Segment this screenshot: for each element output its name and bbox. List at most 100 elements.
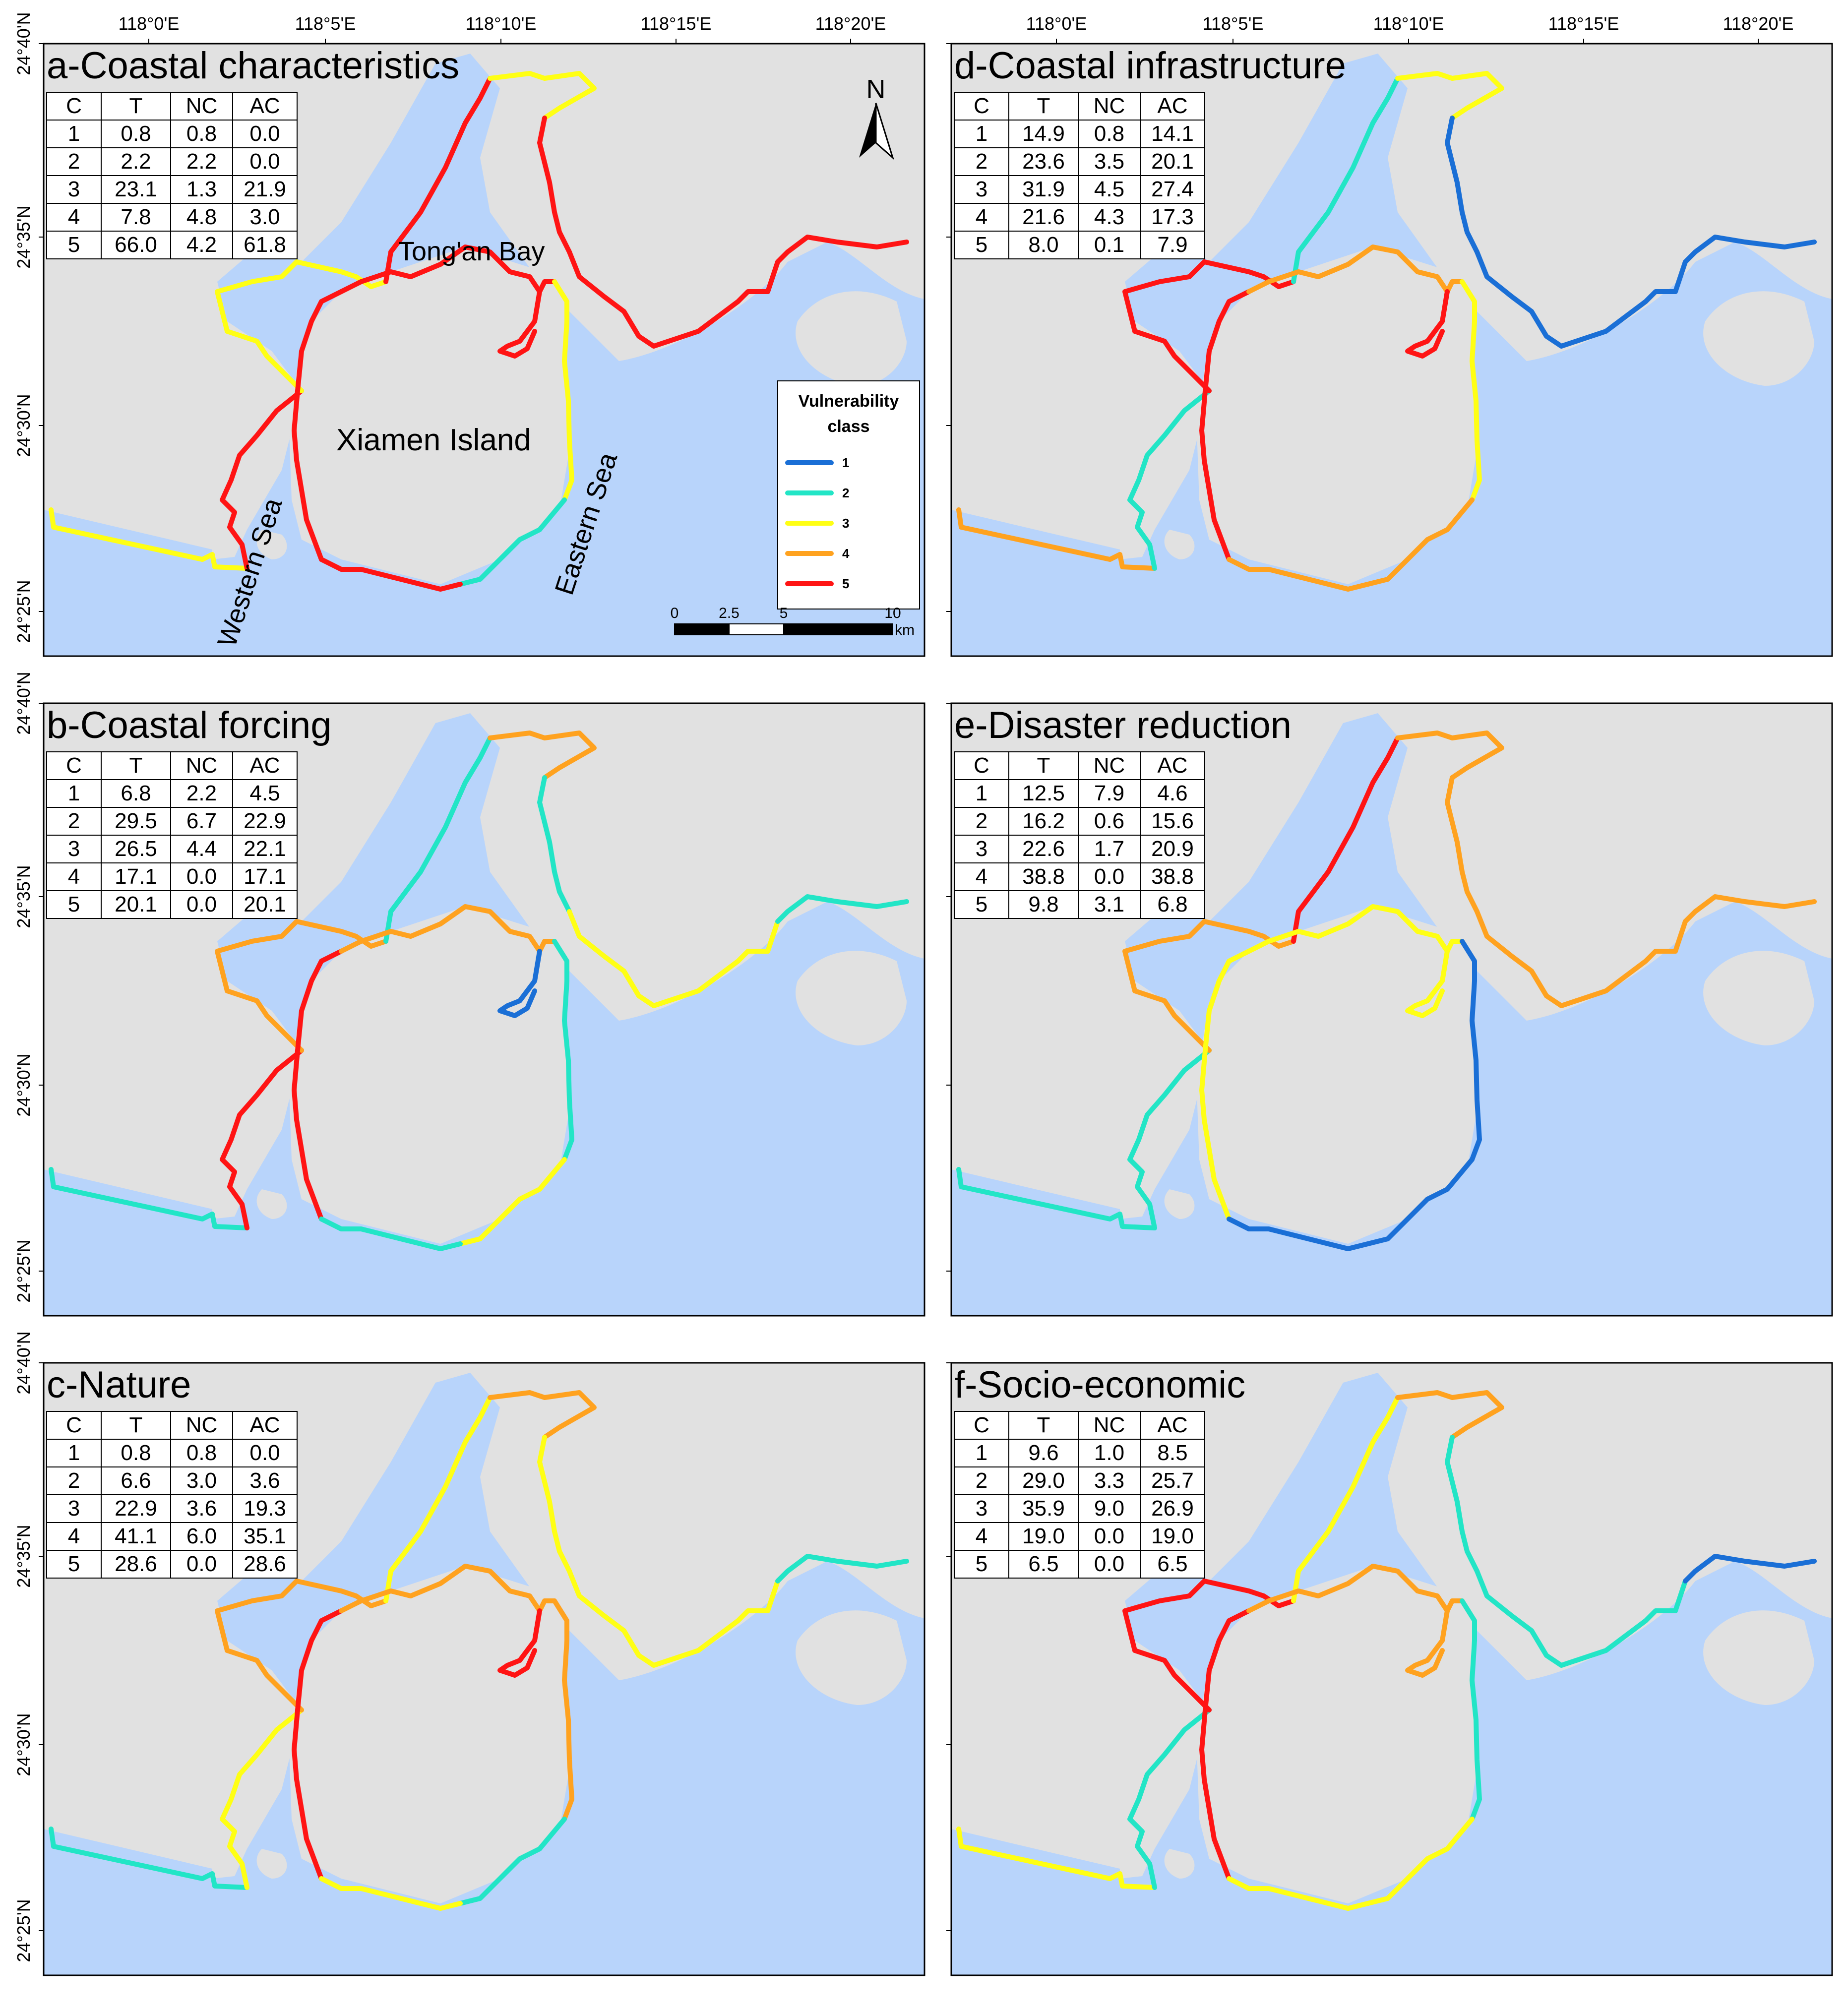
islet-area (1703, 291, 1814, 386)
table-cell: 4.5 (249, 781, 280, 805)
table-cell: 0.0 (249, 149, 280, 174)
coastline-segment-inlet (1405, 1608, 1450, 1678)
table-cell: 17.3 (1151, 205, 1194, 229)
table-cell: 1 (976, 122, 987, 146)
table-cell: 35.1 (244, 1524, 286, 1548)
table-cell: 28.6 (115, 1552, 157, 1576)
table-cell: 0.1 (1094, 233, 1124, 257)
coastline-segment-mainland_w (220, 1048, 304, 1230)
table-cell: 1 (68, 781, 80, 805)
lat-label: 24°35'N (13, 865, 34, 928)
table-cell: 22.9 (115, 1496, 157, 1521)
coastline-segment-mainland_w (220, 388, 304, 571)
table-cell: 8.5 (1157, 1441, 1187, 1465)
coastline-segment-bay_w (383, 76, 493, 284)
table-cell: 1.3 (186, 177, 217, 201)
table-cell: 5 (976, 892, 987, 916)
table-cell: 4 (68, 205, 80, 229)
table-cell: 19.3 (244, 1496, 286, 1521)
table-cell: 6.7 (186, 809, 217, 833)
north-arrow-icon: N (859, 74, 895, 160)
coastline-segment-bay_e (1445, 116, 1479, 254)
coastline-segment-east_main (1574, 259, 1688, 344)
coastline-segment-east_far (1683, 235, 1817, 264)
table-header-cell: C (974, 753, 989, 778)
table-cell: 1.7 (1094, 837, 1124, 861)
table-cell: 9.0 (1094, 1496, 1124, 1521)
lat-label: 24°35'N (13, 205, 34, 268)
table-cell: 19.0 (1151, 1524, 1194, 1548)
coastline-segment-mainland_nw (215, 919, 388, 1053)
table-cell: 20.1 (115, 892, 157, 916)
table-cell: 23.1 (115, 177, 157, 201)
xiamen-island-label: Xiamen Island (336, 423, 531, 457)
coastline-segment-island_se (1365, 1817, 1475, 1906)
table-cell: 2.2 (121, 149, 151, 174)
table-header-cell: AC (249, 94, 280, 118)
table-cell: 4 (976, 205, 987, 229)
lon-label: 118°10'E (466, 13, 537, 34)
table-cell: 2.2 (186, 149, 217, 174)
table-cell: 5 (976, 233, 987, 257)
panel-title: e-Disaster reduction (954, 704, 1292, 746)
table-cell: 14.9 (1022, 122, 1065, 146)
table-header-cell: T (1037, 753, 1050, 778)
table-cell: 5 (68, 1552, 80, 1576)
panel-frame (950, 702, 1833, 1317)
table-header-cell: NC (186, 1413, 218, 1437)
table-cell: 2 (976, 809, 987, 833)
table-cell: 17.1 (244, 864, 286, 889)
coastline-segment-island_se (458, 1817, 567, 1906)
small-islet-area (1164, 530, 1195, 559)
coastline-segment-mainland_nw (1122, 259, 1296, 393)
coastline-segment-island_w (1199, 1608, 1251, 1881)
table-cell: 7.9 (1157, 233, 1187, 257)
map-panel: a-Coastal characteristics C T NC AC 1 0.8 0.8 0.… (13, 12, 925, 657)
coastline-segment-island_s (319, 1217, 463, 1251)
table-cell: 5 (68, 892, 80, 916)
coastline-segment-island_e (552, 939, 574, 1162)
table-cell: 3.0 (249, 205, 280, 229)
table-header-cell: T (129, 94, 143, 118)
scale-tick-label: 10 (884, 605, 901, 621)
table-header-cell: T (1037, 94, 1050, 118)
table-cell: 7.8 (121, 205, 151, 229)
table-cell: 21.6 (1022, 205, 1065, 229)
small-islet-area (256, 1849, 287, 1879)
table-cell: 3.5 (1094, 149, 1124, 174)
coastline-segment-island_se (1365, 1157, 1475, 1246)
table-cell: 7.9 (1094, 781, 1124, 805)
coastline-segment-island_se (1365, 497, 1475, 587)
xiamen-island-area (1197, 907, 1477, 1244)
table-cell: 5 (68, 233, 80, 257)
coastline-segment-island_e (1460, 1598, 1482, 1822)
stats-table: C T NC AC 1 0.8 0.8 0.0 2 6.6 3.0 3.6 3 22.9 3.6 19.3 4 4… (46, 1411, 298, 1579)
coastline-segment-mainland_nw (215, 1579, 388, 1712)
coastline-segment-bay_e (1445, 775, 1479, 914)
lon-label: 118°10'E (1373, 13, 1444, 34)
legend-title: Vulnerability (799, 392, 899, 411)
table-cell: 61.8 (244, 233, 286, 257)
scale-unit: km (895, 622, 915, 638)
north-arrow-left (859, 103, 876, 158)
xiamen-island-area (289, 1566, 569, 1903)
table-header-cell: T (129, 753, 143, 778)
table-cell: 21.9 (244, 177, 286, 201)
table-cell: 3.1 (1094, 892, 1124, 916)
coastline-segment-bay_se (1475, 909, 1579, 1008)
coastline-segment-mainland_w (1127, 1708, 1212, 1890)
coastline-segment-western_sea (49, 1827, 249, 1890)
coastline-segment-mainland_w (1127, 1048, 1212, 1230)
table-cell: 5 (976, 1552, 987, 1576)
coastline-segment-bay_n (1395, 71, 1504, 121)
lat-label: 24°35'N (13, 1525, 34, 1587)
table-cell: 4.8 (186, 205, 217, 229)
panel-frame (43, 702, 925, 1317)
table-header-cell: AC (249, 753, 280, 778)
table-cell: 38.8 (1022, 864, 1065, 889)
table-header-cell: NC (1094, 753, 1125, 778)
table-cell: 3 (976, 177, 987, 201)
lon-label: 118°20'E (815, 13, 886, 34)
table-cell: 0.8 (186, 1441, 217, 1465)
coastline-segment-island_s (1227, 1217, 1370, 1251)
